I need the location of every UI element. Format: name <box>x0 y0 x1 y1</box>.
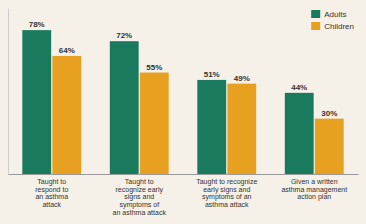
data-label: 72% <box>116 31 132 40</box>
x-tick-label-line: an asthma attack <box>113 209 167 216</box>
data-label: 55% <box>146 63 162 72</box>
x-tick: Given a writtenasthma managementaction p… <box>281 178 347 201</box>
bars <box>22 30 343 174</box>
bar <box>140 73 169 174</box>
y-axis <box>8 9 9 175</box>
x-tick-label: Taught torespond toan asthmaattack <box>35 178 68 208</box>
x-axis: Taught torespond toan asthmaattack Taught… <box>9 175 359 216</box>
x-tick: Taught to recognizeearly signs andsympto… <box>196 178 257 208</box>
x-tick: Taught torecognize earlysigns andsymptom… <box>113 178 167 216</box>
y-axis-line <box>8 9 9 175</box>
bar <box>52 56 81 174</box>
x-tick-label-line: action plan <box>297 193 331 201</box>
legend-item: Adults <box>311 10 346 19</box>
x-tick-label-line: Given a written <box>291 178 338 185</box>
legend-swatch <box>311 10 320 18</box>
data-label: 51% <box>204 70 220 79</box>
legend-swatch <box>311 22 320 30</box>
x-tick-label: Taught to recognizeearly signs andsympto… <box>196 178 257 208</box>
bar <box>227 84 256 174</box>
bar <box>197 80 226 174</box>
data-labels: 78% 72% 51% 44% 64% 55% 49% 30% <box>29 20 338 118</box>
legend-item: Children <box>311 22 354 31</box>
x-tick-label-line: asthma attack <box>205 201 249 208</box>
bar <box>285 93 314 174</box>
x-tick-label-line: an asthma <box>35 193 68 200</box>
data-label: 49% <box>234 74 250 83</box>
chart: 78% 72% 51% 44% 64% 55% 49% 30% Taught torespond… <box>0 0 366 224</box>
data-label: 64% <box>59 46 75 55</box>
x-tick-label-line: attack <box>42 201 61 208</box>
x-tick-label: Taught torecognize earlysigns andsymptom… <box>113 178 167 216</box>
plot: 78% 72% 51% 44% 64% 55% 49% 30% Taught torespond… <box>9 9 359 216</box>
legend: Adults Children <box>311 10 354 31</box>
data-label: 30% <box>321 109 337 118</box>
bar <box>22 30 51 174</box>
x-tick-label: Given a writtenasthma managementaction p… <box>281 178 347 201</box>
data-label: 44% <box>291 83 307 92</box>
legend-label: Adults <box>324 10 346 19</box>
bar <box>315 119 344 174</box>
bar <box>110 41 139 174</box>
x-axis-line <box>9 174 359 175</box>
x-tick: Taught torespond toan asthmaattack <box>35 178 68 208</box>
data-label: 78% <box>29 20 45 29</box>
legend-label: Children <box>324 22 354 31</box>
